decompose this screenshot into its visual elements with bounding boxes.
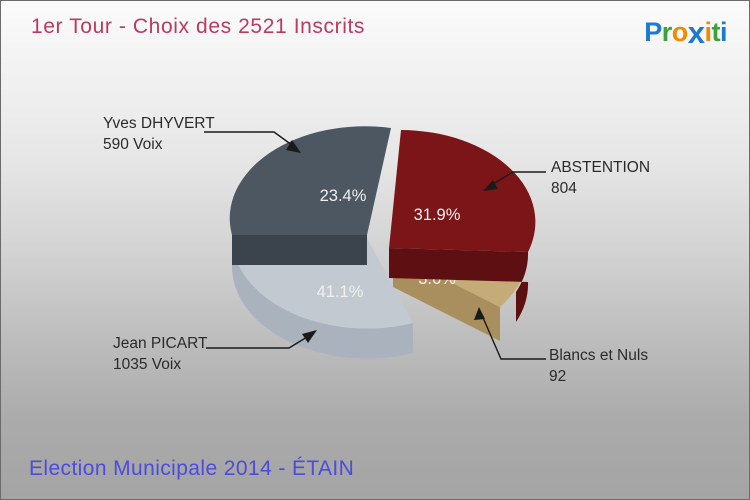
- leader-line-blancs: [480, 312, 546, 360]
- logo-letter-o: o: [671, 17, 689, 47]
- arrowhead-picart: [302, 330, 317, 343]
- callout-yves-dhyvert-votes: 590 Voix: [103, 136, 163, 153]
- slice-abstention-side: [389, 248, 529, 322]
- callout-abstention-votes: 804: [551, 180, 577, 197]
- logo-letter-p: P: [644, 17, 662, 47]
- callout-jean-picart-votes: 1035 Voix: [113, 356, 182, 373]
- slice-abstention-percent: 31.9%: [414, 206, 461, 224]
- slice-yves-dhyvert-percent: 23.4%: [320, 187, 367, 205]
- logo-letter-i1: i: [704, 17, 712, 47]
- slice-abstention[interactable]: 31.9%: [389, 130, 536, 322]
- slice-abstention-top: [389, 130, 536, 252]
- callout-yves-dhyvert-name: Yves DHYVERT: [103, 115, 215, 132]
- leader-line-abstention: [487, 171, 546, 188]
- arrowhead-blancs: [474, 307, 485, 320]
- leader-line-dhyvert: [204, 131, 297, 149]
- callout-abstention-name: ABSTENTION: [551, 159, 651, 176]
- slice-yves-dhyvert[interactable]: 23.4%: [229, 126, 391, 265]
- slice-jean-picart-side: [232, 238, 413, 359]
- callout-jean-picart-name: Jean PICART: [113, 335, 208, 352]
- slice-yves-dhyvert-side: [232, 235, 367, 265]
- leader-line-picart: [206, 333, 313, 349]
- slice-jean-picart-percent: 41.1%: [317, 283, 364, 301]
- callout-blancs-et-nuls: Blancs et Nuls 92: [549, 345, 648, 387]
- footer-caption: Election Municipale 2014 - ÉTAIN: [29, 457, 355, 480]
- callout-leader-lines: [204, 131, 546, 360]
- callout-yves-dhyvert: Yves DHYVERT 590 Voix: [103, 113, 215, 155]
- callout-blancs-et-nuls-votes: 92: [549, 368, 567, 385]
- logo-letter-t: t: [711, 17, 720, 47]
- callout-abstention: ABSTENTION 804: [551, 157, 650, 199]
- arrowhead-abstention: [483, 180, 498, 191]
- logo-letter-x: x: [687, 15, 705, 50]
- callout-jean-picart: Jean PICART 1035 Voix: [113, 333, 207, 375]
- logo-letter-i2: i: [719, 17, 728, 47]
- page-title: 1er Tour - Choix des 2521 Inscrits: [31, 15, 365, 38]
- proxiti-logo[interactable]: Proxiti: [644, 13, 728, 50]
- callout-blancs-et-nuls-name: Blancs et Nuls: [549, 347, 649, 364]
- arrowhead-dhyvert: [286, 140, 301, 153]
- callout-arrowheads: [286, 140, 498, 343]
- logo-letter-r: r: [661, 17, 673, 47]
- slice-yves-dhyvert-top: [229, 126, 391, 235]
